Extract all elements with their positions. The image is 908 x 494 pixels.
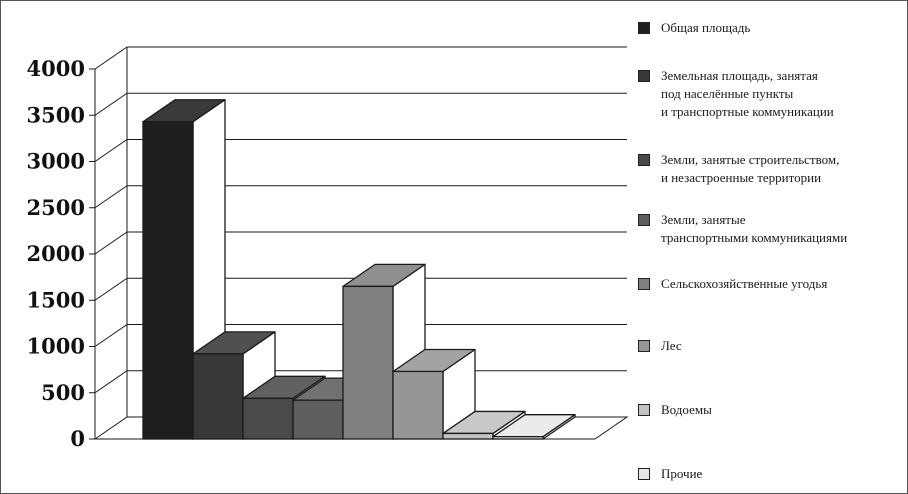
legend-swatch: [638, 70, 650, 82]
legend-item: Сельскохозяйственные угодья: [638, 275, 827, 293]
side-wall-gridline: [94, 231, 128, 255]
y-tick-label: 500: [41, 380, 85, 405]
legend-swatch: [638, 404, 650, 416]
bar-front: [292, 399, 344, 440]
y-tick-label: 3000: [27, 149, 85, 174]
legend-label: Лес: [661, 338, 682, 353]
bar-front: [242, 397, 294, 440]
side-wall-gridline: [94, 185, 128, 209]
legend: Общая площадь Земельная площадь, занятая …: [638, 1, 906, 493]
legend-swatch: [638, 214, 650, 226]
side-wall-gridline: [94, 92, 128, 116]
legend-label: Общая площадь: [661, 20, 751, 35]
side-wall-gridline: [94, 139, 128, 162]
bar-front: [142, 121, 194, 440]
legend-swatch: [638, 340, 650, 352]
legend-label: Земли, занятые строительством, и незастр…: [661, 152, 840, 185]
legend-label: Водоемы: [661, 402, 712, 417]
legend-item: Земли, занятые транспортными коммуникаци…: [638, 211, 847, 247]
bar-front: [442, 432, 494, 440]
bar-front: [492, 436, 544, 440]
legend-swatch: [638, 278, 650, 290]
bar-front: [342, 285, 394, 440]
y-axis-ticks: 0 500 1000 1500 2000 2500 3000 3500 4000: [27, 56, 95, 451]
bar: [492, 414, 576, 440]
y-tick-label: 3500: [27, 102, 85, 127]
bars: [142, 99, 576, 440]
legend-item: Земли, занятые строительством, и незастр…: [638, 151, 839, 187]
bar-front: [392, 370, 444, 440]
legend-swatch: [638, 468, 650, 480]
y-tick-label: 0: [70, 426, 85, 451]
legend-item: Прочие: [638, 465, 702, 483]
side-wall-gridline: [94, 370, 128, 394]
side-wall-gridline: [94, 277, 128, 301]
legend-item: Общая площадь: [638, 19, 750, 37]
y-tick-label: 2000: [27, 241, 85, 266]
legend-label: Сельскохозяйственные угодья: [661, 276, 828, 291]
bar-front: [192, 353, 244, 440]
legend-item: Лес: [638, 337, 682, 355]
side-wall-gridline: [94, 46, 128, 70]
y-tick-label: 1000: [27, 334, 85, 359]
side-wall-gridline: [94, 324, 128, 347]
y-tick-label: 4000: [27, 56, 85, 81]
legend-label: Земли, занятые транспортными коммуникаци…: [661, 212, 848, 245]
legend-item: Водоемы: [638, 401, 712, 419]
legend-label: Прочие: [661, 466, 703, 481]
legend-swatch: [638, 22, 650, 34]
legend-swatch: [638, 154, 650, 166]
y-tick-label: 1500: [27, 287, 85, 312]
legend-label: Земельная площадь, занятая под населённы…: [661, 68, 834, 119]
bar-chart: 0 500 1000 1500 2000 2500 3000 3500 4000: [27, 46, 629, 451]
y-tick-label: 2500: [27, 195, 85, 220]
legend-item: Земельная площадь, занятая под населённы…: [638, 67, 834, 121]
